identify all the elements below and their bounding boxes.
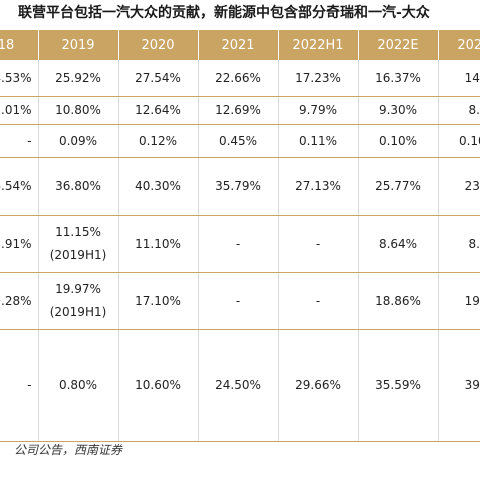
table-cell: 22.66%: [198, 60, 279, 97]
table-cell: 0.11%: [278, 124, 359, 158]
table-row: 11.91% 11.15% (2019H1) 11.10% - - 8.64% …: [0, 215, 480, 273]
cell-note: (2019H1): [49, 248, 107, 262]
table-cell: 19.97% (2019H1): [38, 272, 119, 330]
table-cell: 11.10%: [118, 215, 199, 273]
header-cell: 2020: [118, 30, 199, 60]
table-cell: 19.28%: [0, 272, 39, 330]
table-cell: 0.80%: [38, 329, 119, 442]
table-cell: 17.23%: [278, 60, 359, 97]
table-cell: 9.79%: [278, 96, 359, 125]
table-cell: 44.53%: [0, 60, 39, 97]
table-cell: 19.1: [438, 272, 480, 330]
table-cell: 25.92%: [38, 60, 119, 97]
header-cell: 2022E: [358, 30, 439, 60]
table-cell: 0.12%: [118, 124, 199, 158]
table-cell: 17.10%: [118, 272, 199, 330]
cell-note: (2019H1): [49, 305, 107, 319]
table-cell: 35.59%: [358, 329, 439, 442]
header-cell: 2023E: [438, 30, 480, 60]
table-cell: 12.64%: [118, 96, 199, 125]
table-cell: 8.3: [438, 96, 480, 125]
table-cell: 0.09%: [38, 124, 119, 158]
table-cell: 8.5: [438, 215, 480, 273]
table-cell: 36.80%: [38, 157, 119, 216]
table-cell: -: [278, 272, 359, 330]
table-cell: 24.50%: [198, 329, 279, 442]
table-cell: 12.01%: [0, 96, 39, 125]
table-cell: 29.66%: [278, 329, 359, 442]
table-cell: 10.80%: [38, 96, 119, 125]
table-row: - 0.09% 0.12% 0.45% 0.11% 0.10% 0.10%: [0, 124, 480, 158]
table-cell: -: [198, 215, 279, 273]
table-cell: -: [0, 329, 39, 442]
table-cell: 0.10%: [438, 124, 480, 158]
table-cell: 35.79%: [198, 157, 279, 216]
source-note: 公司公告，西南证券: [14, 443, 123, 457]
table-row: 66.54% 36.80% 40.30% 35.79% 27.13% 25.77…: [0, 157, 480, 216]
table-cell: 12.69%: [198, 96, 279, 125]
table-cell: -: [198, 272, 279, 330]
header-cell: 2021: [198, 30, 279, 60]
table-cell: 66.54%: [0, 157, 39, 216]
data-table: 2018 2019 2020 2021 2022H1 2022E 2023E 4…: [0, 30, 480, 442]
table-cell: 0.45%: [198, 124, 279, 158]
cell-value: 19.97%: [55, 282, 101, 296]
table-cell: 10.60%: [118, 329, 199, 442]
table-cell: 9.30%: [358, 96, 439, 125]
table-cell: 25.77%: [358, 157, 439, 216]
table-cell: 11.15% (2019H1): [38, 215, 119, 273]
table-cell: -: [278, 215, 359, 273]
table-cell: 18.86%: [358, 272, 439, 330]
header-cell: 2019: [38, 30, 119, 60]
table-row: - 0.80% 10.60% 24.50% 29.66% 35.59% 39.5: [0, 329, 480, 442]
table-cell: 27.13%: [278, 157, 359, 216]
table-row: 44.53% 25.92% 27.54% 22.66% 17.23% 16.37…: [0, 60, 480, 97]
table-cell: 27.54%: [118, 60, 199, 97]
table-cell: -: [0, 124, 39, 158]
header-cell: 2022H1: [278, 30, 359, 60]
table-row: 12.01% 10.80% 12.64% 12.69% 9.79% 9.30% …: [0, 96, 480, 125]
table-cell: 39.5: [438, 329, 480, 442]
table-cell: 23.0: [438, 157, 480, 216]
table-title: 联营平台包括一汽大众的贡献，新能源中包含部分奇瑞和一汽-大众: [18, 5, 430, 21]
table-cell: 0.10%: [358, 124, 439, 158]
table-cell: 8.64%: [358, 215, 439, 273]
cell-value: 11.15%: [55, 225, 101, 239]
table-cell: 14.1: [438, 60, 480, 97]
header-cell: 2018: [0, 30, 39, 60]
table-header-row: 2018 2019 2020 2021 2022H1 2022E 2023E: [0, 30, 480, 60]
table-row: 19.28% 19.97% (2019H1) 17.10% - - 18.86%…: [0, 272, 480, 330]
table-cell: 11.91%: [0, 215, 39, 273]
table-cell: 40.30%: [118, 157, 199, 216]
table-cell: 16.37%: [358, 60, 439, 97]
